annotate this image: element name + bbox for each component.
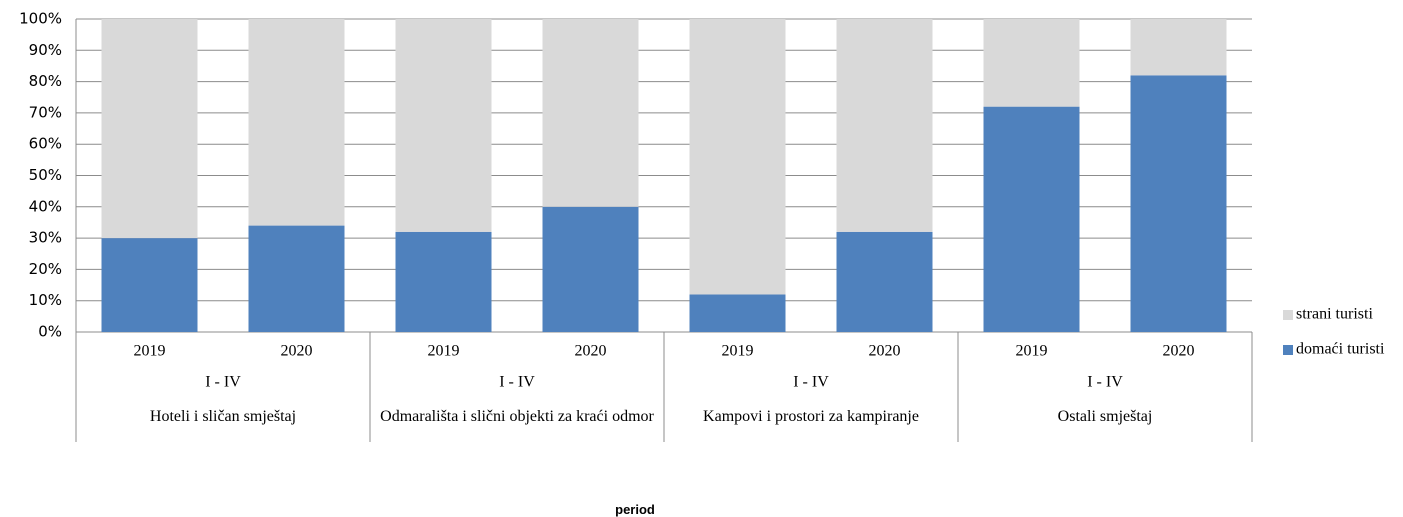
bar-segment: [395, 231, 492, 332]
y-tick-label: 50%: [29, 166, 62, 184]
group-label: Hoteli i sličan smještaj: [149, 408, 297, 425]
group-label: Ostali smještaj: [1057, 408, 1153, 425]
period-label: I - IV: [499, 374, 535, 391]
bar-segment: [542, 206, 639, 332]
y-tick-label: 0%: [38, 323, 62, 341]
x-tick-label: 2019: [134, 343, 166, 360]
y-tick-label: 10%: [29, 291, 62, 309]
y-tick-label: 20%: [29, 260, 62, 278]
y-tick-label: 90%: [29, 41, 62, 59]
bar-segment: [1130, 19, 1227, 76]
legend-label: strani turisti: [1296, 306, 1373, 323]
y-tick-label: 40%: [29, 197, 62, 215]
bar-segment: [542, 19, 639, 207]
bar-segment: [395, 19, 492, 232]
bar-segment: [1130, 75, 1227, 332]
bar-segment: [836, 19, 933, 232]
period-label: I - IV: [205, 374, 241, 391]
bar-segment: [101, 19, 198, 239]
bar-segment: [689, 19, 786, 295]
legend-label: domaći turisti: [1296, 341, 1385, 358]
y-tick-label: 30%: [29, 229, 62, 247]
period-label: I - IV: [1087, 374, 1123, 391]
bar-segment: [248, 225, 345, 332]
y-tick-label: 60%: [29, 135, 62, 153]
group-label: Odmarališta i slični objekti za kraći od…: [380, 408, 654, 425]
y-tick-label: 80%: [29, 72, 62, 90]
bar-segment: [983, 106, 1080, 332]
x-tick-label: 2020: [575, 343, 607, 360]
x-tick-label: 2019: [1016, 343, 1048, 360]
bar-segment: [248, 19, 345, 226]
x-tick-label: 2020: [281, 343, 313, 360]
bar-segment: [836, 231, 933, 332]
legend-swatch: [1283, 310, 1293, 320]
y-tick-label: 100%: [19, 10, 62, 28]
x-tick-label: 2019: [722, 343, 754, 360]
legend-swatch: [1283, 345, 1293, 355]
bar-segment: [689, 294, 786, 332]
x-tick-label: 2020: [1163, 343, 1195, 360]
x-axis-label: period: [615, 502, 655, 517]
bar-segment: [101, 238, 198, 332]
group-label: Kampovi i prostori za kampiranje: [703, 408, 919, 425]
period-label: I - IV: [793, 374, 829, 391]
x-tick-label: 2020: [869, 343, 901, 360]
bar-segment: [983, 19, 1080, 107]
x-tick-label: 2019: [428, 343, 460, 360]
y-tick-label: 70%: [29, 103, 62, 121]
